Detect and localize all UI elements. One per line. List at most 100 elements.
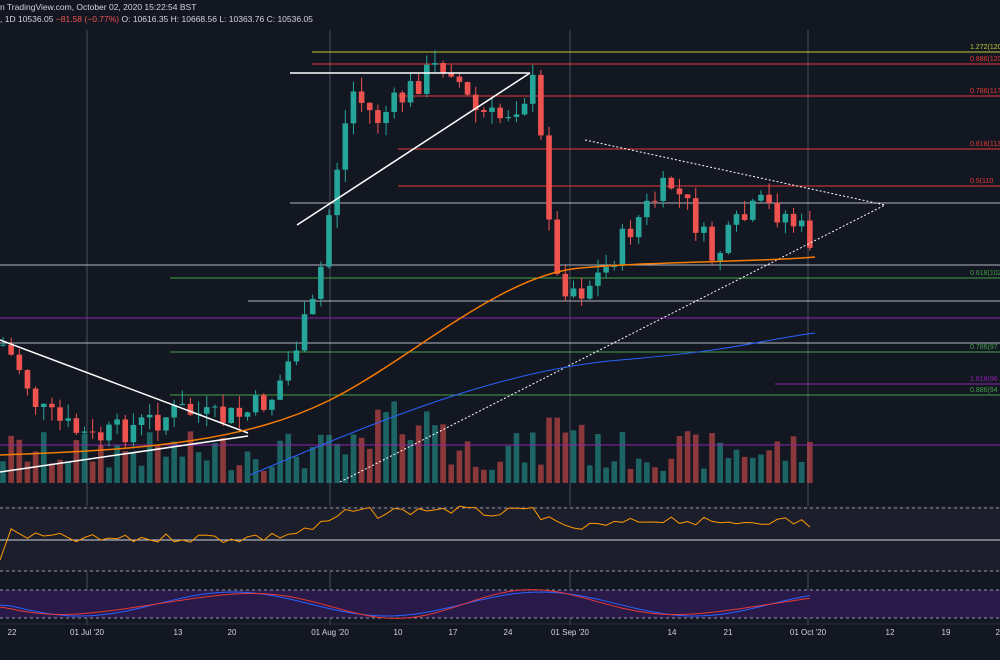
candle-body (448, 72, 455, 77)
volume-bar (611, 461, 618, 483)
header-source: n TradingView.com, October 02, 2020 15:2… (0, 2, 197, 12)
trendline (296, 72, 531, 226)
x-tick-label: 14 (668, 628, 677, 637)
volume-bar (342, 454, 349, 483)
volume-bar (228, 470, 234, 483)
candle-body (65, 418, 71, 421)
candle-body (627, 228, 634, 238)
candle-body (252, 394, 259, 413)
volume-bar (146, 432, 153, 483)
candle-body (57, 407, 63, 421)
stoch-bg (0, 590, 1000, 618)
volume-bar (122, 451, 129, 483)
candle-body (692, 198, 699, 233)
volume-bar (179, 456, 186, 483)
x-axis: 22 01 Jul '20 13 20 01 Aug '20 10 17 24 01 Sep '… (0, 623, 1000, 637)
candle-body (375, 110, 381, 123)
candle-body (358, 91, 365, 103)
candle-body (578, 288, 585, 299)
x-tick-label: 21 (724, 628, 733, 637)
candle-body (676, 188, 683, 195)
candle-body (807, 220, 813, 248)
volume-bar (407, 440, 414, 483)
volume-bar (220, 437, 226, 483)
candle-body (244, 412, 251, 417)
rsi-panel (0, 505, 1000, 572)
volume-bar (155, 445, 161, 483)
fib-label: 0.5(110 (970, 178, 993, 185)
candle-body (554, 219, 560, 274)
candle-body (758, 194, 764, 201)
volume-bar (269, 466, 275, 483)
candle-body (570, 288, 577, 297)
candle-body (774, 202, 781, 223)
volume-bar (391, 401, 397, 483)
candle-body (464, 82, 471, 95)
candle-body (660, 177, 666, 202)
volume-bar (236, 465, 243, 483)
volume-bar (562, 432, 569, 483)
volume-bar (138, 465, 145, 483)
x-tick-label: 01 Oct '20 (790, 628, 827, 637)
candle-body (171, 405, 177, 418)
candle-body (318, 266, 324, 299)
candle-body (334, 169, 340, 216)
volume-bar (81, 433, 88, 483)
volume-bar (252, 459, 259, 483)
candle-body (49, 403, 55, 408)
volume-bar (758, 454, 764, 483)
x-tick-label: 19 (942, 628, 951, 637)
trendline-dotted (339, 204, 886, 483)
volume-bar (448, 464, 455, 483)
candle-body (595, 272, 601, 286)
candle-body (81, 431, 88, 433)
candle-body (733, 214, 740, 225)
volume-bar (375, 409, 381, 483)
candle-body (366, 102, 373, 111)
candle-body (505, 116, 512, 119)
candle-body (587, 285, 593, 299)
fib-label: 0.786(97 (970, 344, 998, 351)
volume-bar (350, 434, 357, 483)
volume-bar (807, 441, 813, 483)
candle-body (701, 226, 707, 233)
x-tick-label: 17 (449, 628, 458, 637)
volume-bar (513, 433, 520, 483)
trendline (0, 339, 249, 434)
volume-bar (301, 468, 308, 483)
volume-bar (717, 442, 723, 483)
candle-body (717, 252, 723, 261)
volume-bar (644, 462, 650, 483)
volume-bar (293, 456, 300, 483)
candle-body (32, 388, 39, 408)
candle-body (391, 92, 397, 112)
volume-bar (733, 449, 740, 483)
candle-body (220, 406, 226, 423)
candle-body (741, 214, 748, 220)
volume-bar (546, 417, 552, 483)
candle-body (114, 419, 120, 425)
candle-body (456, 76, 463, 83)
volume-bar (114, 445, 120, 483)
x-tick-label: 01 Sep '20 (551, 628, 590, 637)
volume-bar (187, 431, 194, 483)
volume-bar (497, 461, 503, 483)
x-tick-label: 22 (8, 628, 17, 637)
header-ohlc: O: 10616.35 H: 10668.56 L: 10363.76 C: 1… (121, 14, 313, 24)
candle-body (0, 344, 6, 346)
candle-body (203, 407, 210, 414)
volume-bar (40, 432, 47, 483)
candle-body (8, 344, 14, 355)
volume-bar (652, 467, 658, 483)
volume-bar (481, 469, 487, 483)
x-tick-label: 01 Jul '20 (70, 628, 105, 637)
volume-bar (195, 452, 202, 483)
volume-bar (456, 450, 463, 483)
candles (0, 50, 813, 452)
fib-label: 0.886(94 (970, 387, 998, 394)
rsi-bg (0, 506, 1000, 572)
rsi-line (0, 505, 811, 561)
volume-bar (358, 437, 365, 483)
candle-body (326, 215, 332, 267)
